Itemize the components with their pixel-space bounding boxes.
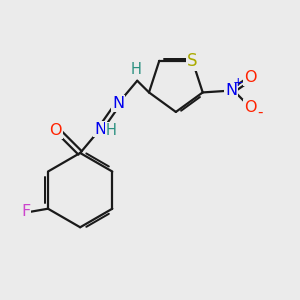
Text: O: O xyxy=(244,70,256,85)
Text: N: N xyxy=(225,83,237,98)
Text: O: O xyxy=(49,123,62,138)
Text: N: N xyxy=(112,96,124,111)
Text: O: O xyxy=(244,100,256,115)
Text: H: H xyxy=(106,123,117,138)
Text: H: H xyxy=(130,62,141,77)
Text: -: - xyxy=(257,105,263,120)
Text: +: + xyxy=(232,76,243,89)
Text: F: F xyxy=(21,204,30,219)
Text: S: S xyxy=(187,52,198,70)
Text: N: N xyxy=(94,122,106,136)
